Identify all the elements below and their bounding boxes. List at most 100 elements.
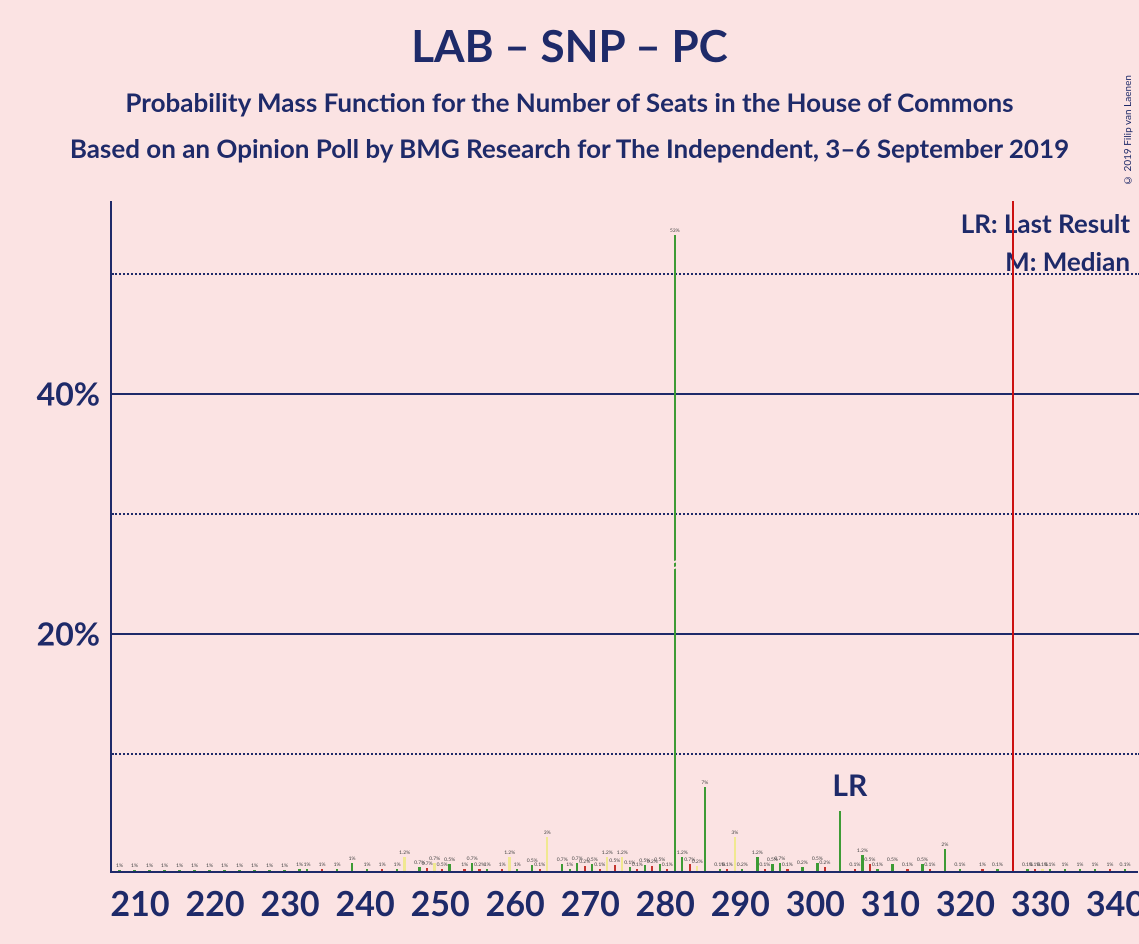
bar [614, 865, 616, 871]
bar-label: 0.1% [534, 862, 545, 868]
bar [223, 870, 225, 871]
bar-label: 0.7% [422, 861, 433, 867]
bar [1094, 869, 1096, 871]
bar [433, 863, 435, 871]
bar [606, 857, 608, 871]
lr-marker: LR [832, 767, 867, 803]
bar [516, 869, 518, 871]
bar [478, 869, 480, 871]
bar [674, 235, 676, 871]
bar-label: 0.1% [1119, 862, 1130, 868]
bar [816, 863, 818, 871]
x-tick-label: 320 [936, 883, 995, 924]
bar-label: 1% [379, 862, 386, 868]
bar [531, 865, 533, 871]
legend-lr: LR: Last Result [961, 207, 1130, 239]
bar [576, 863, 578, 871]
median-line [1012, 201, 1014, 871]
bar [629, 867, 631, 871]
bar [801, 867, 803, 871]
bar-label: 1% [161, 863, 168, 869]
bar [426, 868, 428, 871]
bar [1049, 869, 1051, 871]
bar [546, 837, 548, 871]
bar [351, 863, 353, 871]
bar [148, 870, 150, 871]
bar [996, 869, 998, 871]
bar-label: 1% [566, 862, 573, 868]
bar-label: 1.2% [602, 850, 613, 856]
bar-label: 2% [941, 842, 948, 848]
bar [1064, 869, 1066, 871]
bar [696, 866, 698, 871]
bar-label: 3% [731, 830, 738, 836]
bar [463, 869, 465, 871]
bar [253, 870, 255, 871]
bar [381, 869, 383, 871]
bar-label: 0.1% [924, 862, 935, 868]
gridline [112, 753, 1139, 755]
x-tick-label: 300 [786, 883, 845, 924]
bar-label: 0.2% [819, 860, 830, 866]
bar [1026, 869, 1028, 871]
bar-label: 0.2% [737, 862, 748, 868]
bar [854, 869, 856, 871]
bar-label: 1% [1077, 862, 1084, 868]
bar [644, 865, 646, 871]
bar-label: 1.2% [617, 850, 628, 856]
bar-label: 0.5% [444, 857, 455, 863]
bar [403, 857, 405, 871]
bar [621, 857, 623, 871]
bar-label: 1% [334, 862, 341, 868]
bar-label: 1% [221, 863, 228, 869]
chart-area: LR: Last Result M: Median LR1%1%1%1%1%1%… [110, 201, 1138, 881]
bar [569, 869, 571, 871]
bar [584, 866, 586, 871]
y-tick-label: 20% [37, 614, 100, 653]
bar-label: 1% [191, 863, 198, 869]
bar-label: 0.2% [797, 860, 808, 866]
bar [599, 869, 601, 871]
bar [726, 869, 728, 871]
x-tick-label: 280 [636, 883, 695, 924]
chart-subtitle2: Based on an Opinion Poll by BMG Research… [0, 132, 1139, 164]
bar [944, 849, 946, 871]
bar [741, 869, 743, 871]
gridline [112, 513, 1139, 515]
bar [298, 869, 300, 871]
bar-label: 1.2% [677, 850, 688, 856]
bar [981, 869, 983, 871]
bar-label: 0.1% [849, 862, 860, 868]
bar-label: 0.1% [722, 862, 733, 868]
bar [441, 869, 443, 871]
bar [1124, 869, 1126, 871]
bar [208, 870, 210, 871]
bar [193, 870, 195, 871]
bar-label: 1% [266, 863, 273, 869]
bar-label: 1% [979, 862, 986, 868]
bar-label: 0.1% [662, 862, 673, 868]
bar-label: 0.1% [1044, 862, 1055, 868]
bar [651, 866, 653, 871]
bar [591, 864, 593, 871]
bar-label: 0.5% [609, 858, 620, 864]
x-tick-label: 340 [1086, 883, 1139, 924]
bar [666, 869, 668, 871]
bar [1034, 869, 1036, 871]
bar-label: 1% [1107, 862, 1114, 868]
bar-label: 1% [394, 862, 401, 868]
bar-label: 1% [364, 862, 371, 868]
bar [471, 863, 473, 871]
bar [539, 869, 541, 871]
bar [681, 857, 683, 871]
chart-subtitle: Probability Mass Function for the Number… [0, 86, 1139, 118]
chart-title: LAB – SNP – PC [0, 20, 1139, 72]
bar-label: 0.1% [872, 862, 883, 868]
bar-label: 7% [701, 780, 708, 786]
bar-label: 1% [176, 863, 183, 869]
bar [719, 869, 721, 871]
bar [869, 864, 871, 871]
bar-label: 0.1% [954, 862, 965, 868]
bar-label: 0.1% [594, 862, 605, 868]
bar [929, 869, 931, 871]
